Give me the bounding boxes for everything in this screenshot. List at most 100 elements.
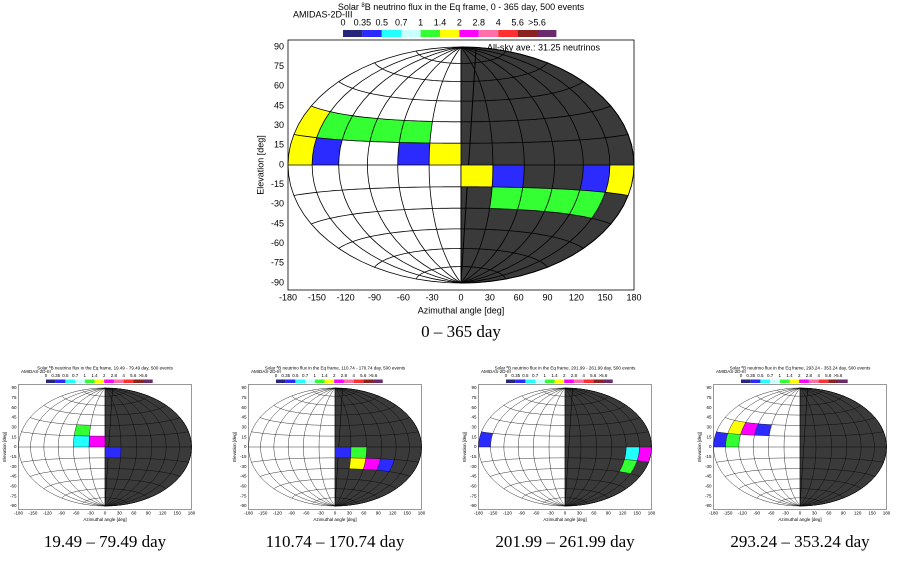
y-tick-label: -75 xyxy=(10,493,17,498)
colorbar-label: 0.7 xyxy=(72,373,79,378)
colorbar-label: 1.4 xyxy=(551,373,558,378)
x-tick-label: -120 xyxy=(337,292,355,302)
y-tick-label: -30 xyxy=(470,464,477,469)
colorbar-swatch xyxy=(544,379,555,383)
parallel xyxy=(61,488,149,499)
colorbar-label: 0 xyxy=(45,373,48,378)
y-tick-label: 15 xyxy=(471,434,477,439)
parallel xyxy=(273,405,397,416)
x-tick-label: 0 xyxy=(799,511,802,516)
colorbar-swatch xyxy=(478,30,499,37)
y-tick-label: 60 xyxy=(706,405,712,410)
y-tick-label: -75 xyxy=(470,493,477,498)
y-tick-label: -75 xyxy=(271,258,284,268)
colorbar-label: 0.7 xyxy=(767,373,774,378)
flux-cell xyxy=(489,187,606,219)
x-tick-label: 120 xyxy=(389,511,397,516)
y-tick-label: 15 xyxy=(241,434,247,439)
colorbar-swatch xyxy=(789,379,800,383)
y-tick-label: 0 xyxy=(709,444,712,449)
colorbar-swatch xyxy=(593,379,603,383)
flux-cell xyxy=(605,165,634,196)
colorbar-swatch xyxy=(583,379,594,383)
colorbar-label: 0 xyxy=(340,17,345,27)
flux-cell xyxy=(637,447,652,463)
parallel xyxy=(756,488,844,499)
parallel xyxy=(338,228,584,249)
colorbar-label: 4 xyxy=(122,373,125,378)
x-tick-label: -90 xyxy=(753,511,760,516)
colorbar-swatch xyxy=(362,30,382,37)
colorbar-label: 0.7 xyxy=(302,373,309,378)
flux-cell xyxy=(713,431,728,447)
y-tick-label: -45 xyxy=(705,474,712,479)
panel-title: Solar 8B neutrino flux in the Eq frame, … xyxy=(265,365,406,371)
title-text: B neutrino flux in the Eq frame, 293.24 … xyxy=(743,366,871,371)
colorbar-swatch xyxy=(104,379,114,383)
x-tick-label: -30 xyxy=(317,511,324,516)
colorbar-swatch xyxy=(808,379,819,383)
colorbar-label: 2.8 xyxy=(111,373,118,378)
flux-cell xyxy=(492,165,525,188)
colorbar-swatch xyxy=(343,30,363,37)
colorbar-label: 5.6 xyxy=(360,373,367,378)
y-tick-label: 90 xyxy=(706,385,712,390)
x-tick-label: 90 xyxy=(841,511,847,516)
y-tick-label: 45 xyxy=(471,415,477,420)
colorbar-label: 4 xyxy=(496,17,501,27)
colorbar-label: 1 xyxy=(779,373,782,378)
parallel xyxy=(716,457,884,463)
x-tick-label: -90 xyxy=(288,511,295,516)
x-tick-label: -180 xyxy=(709,511,719,516)
x-tick-label: -30 xyxy=(87,511,94,516)
colorbar-swatch xyxy=(818,379,829,383)
colorbar-label: 5.6 xyxy=(590,373,597,378)
parallel xyxy=(311,105,611,123)
title-text: Solar xyxy=(338,2,362,12)
colorbar-swatch xyxy=(94,379,105,383)
flux-cell xyxy=(461,165,493,187)
x-axis-label: Azimuthal angle [deg] xyxy=(778,517,821,522)
x-tick-label: 30 xyxy=(347,511,353,516)
tag: AMIDAS-2D-III xyxy=(293,9,353,19)
colorbar-swatch xyxy=(515,379,526,383)
colorbar-label: 2.8 xyxy=(473,17,486,27)
colorbar-swatch xyxy=(123,379,134,383)
y-tick-label: 30 xyxy=(471,425,477,430)
x-axis-label: Azimuthal angle [deg] xyxy=(543,517,586,522)
y-tick-label: 75 xyxy=(274,61,284,71)
colorbar-swatch xyxy=(828,379,838,383)
y-tick-label: 75 xyxy=(241,395,247,400)
title-superscript: 8 xyxy=(49,365,51,369)
x-tick-label: 180 xyxy=(648,511,656,516)
flux-cell xyxy=(335,447,351,458)
y-tick-label: -30 xyxy=(271,199,284,209)
parallel xyxy=(738,478,862,489)
x-tick-label: 0 xyxy=(458,292,463,302)
title-text: Solar xyxy=(265,366,277,371)
x-tick-label: 60 xyxy=(591,511,597,516)
colorbar-label: >5.6 xyxy=(528,17,546,27)
colorbar-label: 1.4 xyxy=(434,17,447,27)
colorbar-swatch xyxy=(525,379,536,383)
colorbar-label: 0.5 xyxy=(522,373,529,378)
y-tick-label: 0 xyxy=(244,444,247,449)
panel-title: Solar 8B neutrino flux in the Eq frame, … xyxy=(495,365,636,371)
x-tick-label: 180 xyxy=(418,511,426,516)
parallel xyxy=(542,497,588,505)
x-tick-label: 90 xyxy=(376,511,382,516)
parallel xyxy=(490,468,640,477)
parallel xyxy=(312,389,358,397)
x-tick-label: 150 xyxy=(173,511,181,516)
parallel xyxy=(293,134,629,144)
x-tick-label: -180 xyxy=(474,511,484,516)
tag: AMIDAS-2D-III xyxy=(481,369,511,374)
x-tick-label: 150 xyxy=(403,511,411,516)
colorbar-swatch xyxy=(750,379,761,383)
x-tick-label: -60 xyxy=(73,511,80,516)
colorbar-swatch xyxy=(55,379,66,383)
x-tick-label: -60 xyxy=(303,511,310,516)
x-tick-label: 60 xyxy=(826,511,832,516)
panel: Solar 8B neutrino flux in the Eq frame, … xyxy=(462,365,656,522)
